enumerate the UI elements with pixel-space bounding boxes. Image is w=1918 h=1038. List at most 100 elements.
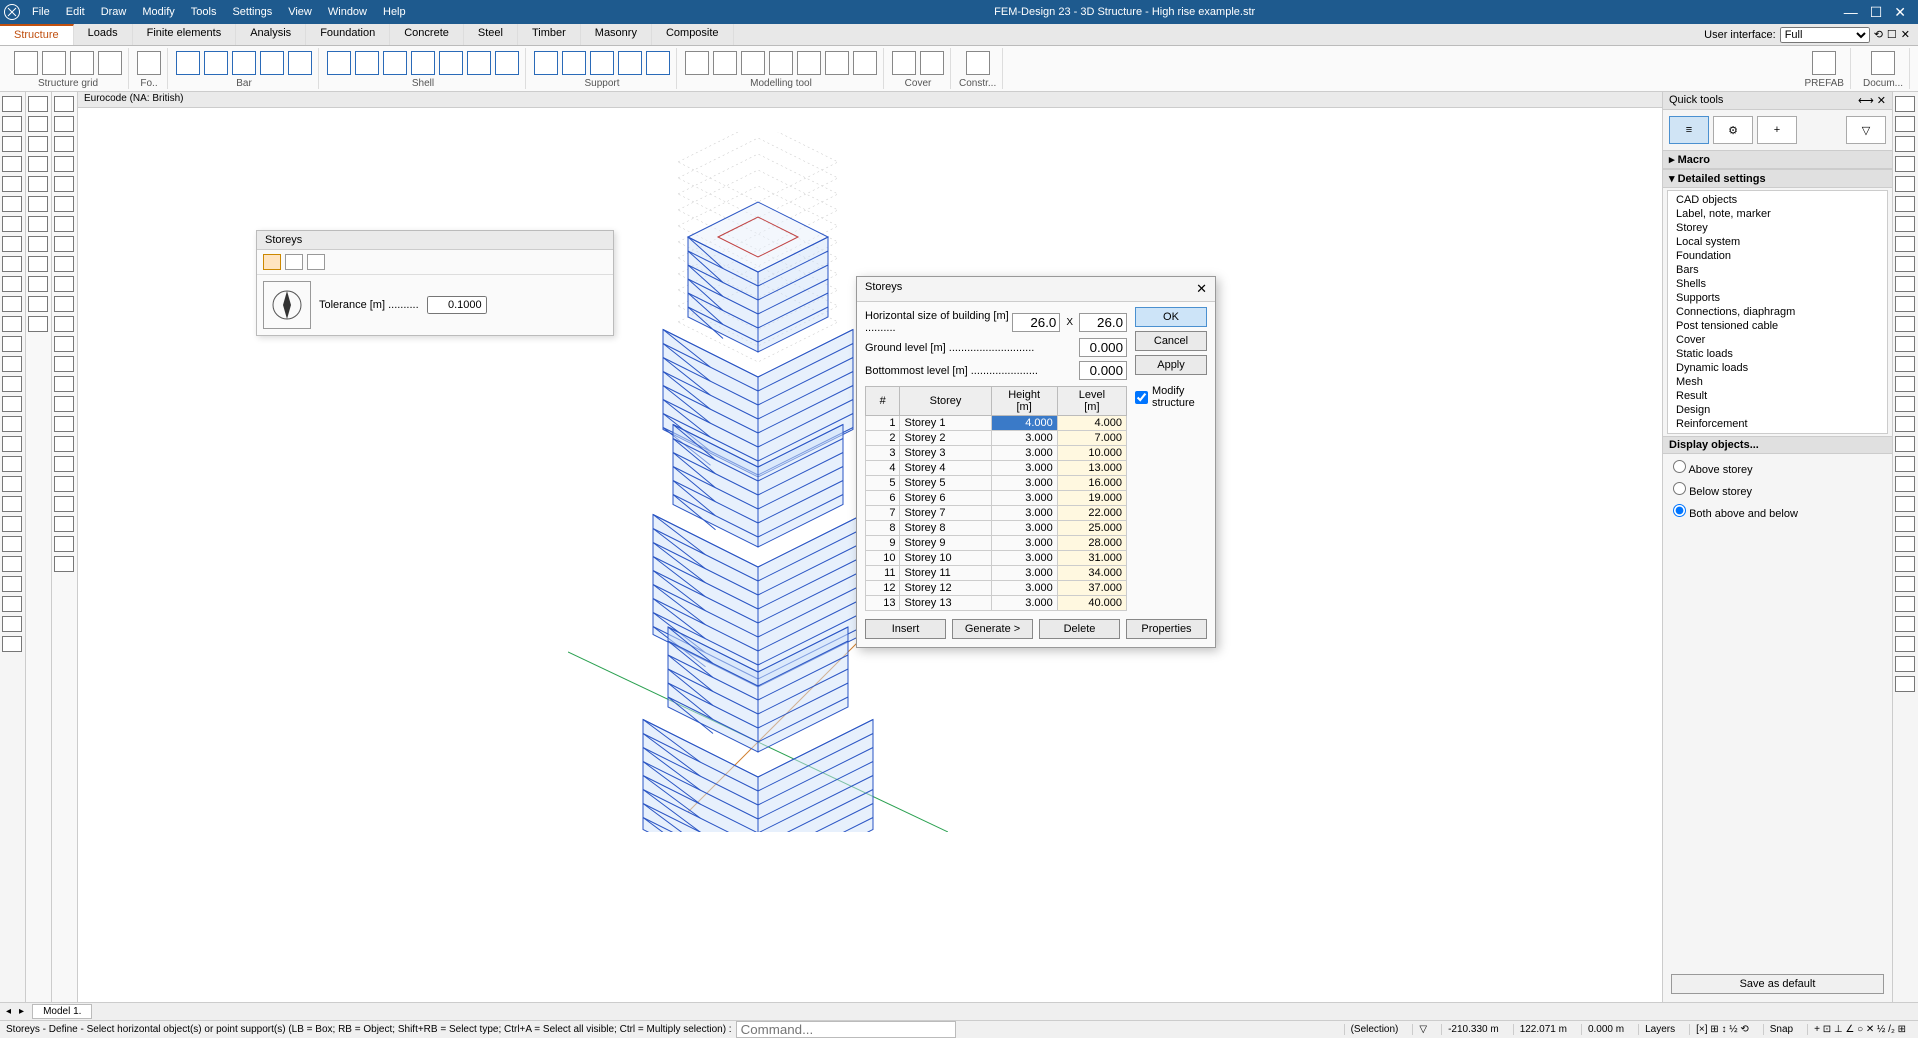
tool-icon[interactable] [1895,296,1915,312]
tool-icon[interactable] [54,296,74,312]
tab-analysis[interactable]: Analysis [236,24,306,45]
table-row[interactable]: 12Storey 123.00037.000 [866,581,1127,596]
ribbon-icon[interactable] [966,51,990,75]
sheet-nav-next-icon[interactable]: ▸ [19,1006,24,1017]
ribbon-icon[interactable] [741,51,765,75]
ribbon-icon[interactable] [14,51,38,75]
ribbon-icon[interactable] [260,51,284,75]
menu-help[interactable]: Help [383,6,406,18]
tool-icon[interactable] [2,236,22,252]
tool-icon[interactable] [1895,416,1915,432]
ribbon-icon[interactable] [590,51,614,75]
tool-icon[interactable] [54,396,74,412]
tool-icon[interactable] [1895,216,1915,232]
tool-icon[interactable] [1895,676,1915,692]
tool-icon[interactable] [2,276,22,292]
tool-icon[interactable] [2,456,22,472]
tol-tab-define-icon[interactable] [263,254,281,270]
table-row[interactable]: 11Storey 113.00034.000 [866,566,1127,581]
tool-icon[interactable] [54,436,74,452]
ribbon-icon[interactable] [137,51,161,75]
tool-icon[interactable] [1895,316,1915,332]
menu-settings[interactable]: Settings [232,6,272,18]
list-item[interactable]: Reinforcement [1668,417,1887,431]
tool-icon[interactable] [1895,556,1915,572]
tool-icon[interactable] [1895,496,1915,512]
maximize-icon[interactable]: ☐ [1870,4,1883,21]
list-item[interactable]: Cover [1668,333,1887,347]
tool-icon[interactable] [2,256,22,272]
bottom-input[interactable] [1079,361,1127,380]
list-item[interactable]: Label, note, marker [1668,207,1887,221]
tool-icon[interactable] [54,136,74,152]
list-item[interactable]: Static loads [1668,347,1887,361]
tool-icon[interactable] [2,196,22,212]
list-item[interactable]: Connections, diaphragm [1668,305,1887,319]
list-item[interactable]: Post tensioned cable [1668,319,1887,333]
tool-icon[interactable] [1895,516,1915,532]
tab-loads[interactable]: Loads [74,24,133,45]
ribbon-icon[interactable] [769,51,793,75]
tool-icon[interactable] [28,256,48,272]
ribbon-icon[interactable] [495,51,519,75]
tool-icon[interactable] [2,136,22,152]
status-filter-icon[interactable]: ▽ [1412,1024,1433,1035]
ribbon-icon[interactable] [618,51,642,75]
tool-icon[interactable] [28,276,48,292]
tool-icon[interactable] [1895,96,1915,112]
list-item[interactable]: Bars [1668,263,1887,277]
cancel-button[interactable]: Cancel [1135,331,1207,351]
list-item[interactable]: Result [1668,389,1887,403]
ribbon-icon[interactable] [411,51,435,75]
tool-icon[interactable] [1895,656,1915,672]
ribbon-icon[interactable] [355,51,379,75]
macro-header[interactable]: ▸ Macro [1663,150,1892,169]
prefab-icon[interactable] [1812,51,1836,75]
tool-icon[interactable] [2,316,22,332]
tool-icon[interactable] [2,416,22,432]
ribbon-icon[interactable] [467,51,491,75]
status-snap[interactable]: Snap [1763,1024,1799,1035]
tool-icon[interactable] [2,396,22,412]
ribbon-icon[interactable] [713,51,737,75]
ribbon-icon[interactable] [42,51,66,75]
tool-icon[interactable] [2,436,22,452]
tab-close-icon[interactable]: ✕ [1901,28,1910,41]
tool-icon[interactable] [28,316,48,332]
radio-below[interactable]: Below storey [1673,482,1882,498]
menu-tools[interactable]: Tools [191,6,217,18]
tool-icon[interactable] [1895,456,1915,472]
ground-input[interactable] [1079,338,1127,357]
tool-icon[interactable] [2,96,22,112]
ribbon-icon[interactable] [825,51,849,75]
command-input[interactable] [736,1021,956,1038]
tool-icon[interactable] [2,576,22,592]
tol-tab-2-icon[interactable] [285,254,303,270]
ribbon-icon[interactable] [176,51,200,75]
tool-icon[interactable] [28,96,48,112]
ribbon-icon[interactable] [853,51,877,75]
ui-mode-select[interactable]: Full [1780,27,1870,43]
qt-tab-layers-icon[interactable]: ≡ [1669,116,1709,144]
tolerance-input[interactable] [427,296,487,314]
tool-icon[interactable] [28,296,48,312]
tool-icon[interactable] [2,376,22,392]
tool-icon[interactable] [2,556,22,572]
tab-foundation[interactable]: Foundation [306,24,390,45]
tab-composite[interactable]: Composite [652,24,734,45]
tab-structure[interactable]: Structure [0,24,74,45]
tool-icon[interactable] [54,556,74,572]
compass-icon[interactable] [263,281,311,329]
tool-icon[interactable] [1895,576,1915,592]
detailed-header[interactable]: ▾ Detailed settings [1663,169,1892,188]
modify-checkbox-input[interactable] [1135,391,1148,404]
hsize-x-input[interactable] [1012,313,1060,332]
tool-icon[interactable] [54,536,74,552]
dialog-close-icon[interactable]: ✕ [1196,281,1207,297]
tool-icon[interactable] [54,496,74,512]
tab-settings-icon[interactable]: ☐ [1887,28,1897,41]
close-icon[interactable]: ✕ [1894,4,1906,21]
ribbon-icon[interactable] [327,51,351,75]
table-row[interactable]: 1Storey 14.0004.000 [866,416,1127,431]
status-layers[interactable]: Layers [1638,1024,1681,1035]
